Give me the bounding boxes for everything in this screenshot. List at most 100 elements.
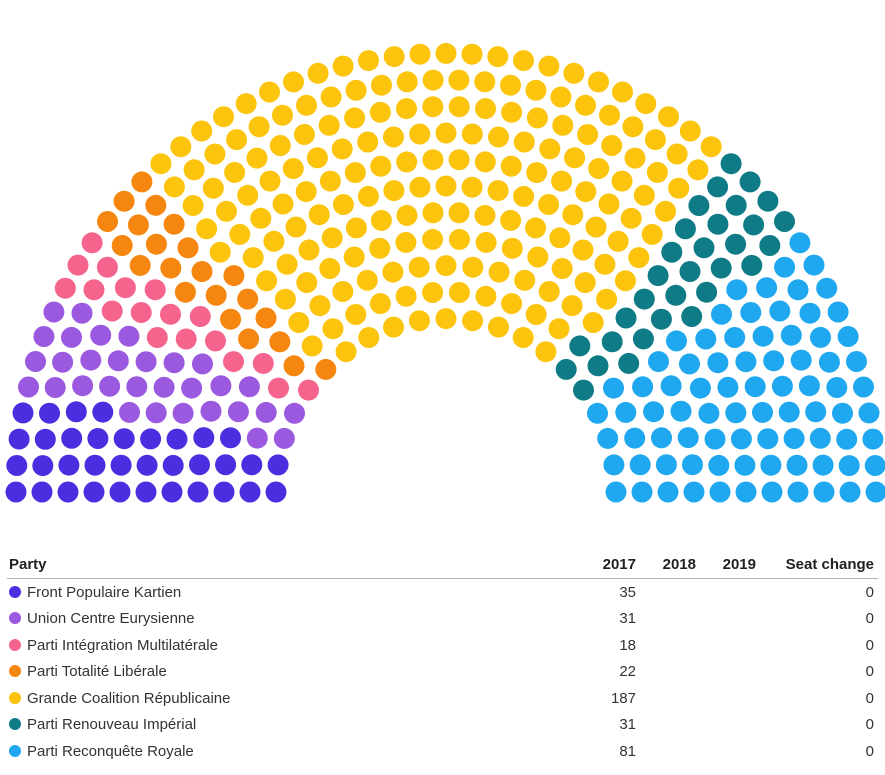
- seat-dot: [246, 147, 268, 169]
- seat-dot: [216, 200, 237, 222]
- seat-dot: [259, 81, 280, 103]
- seat-dot: [119, 401, 140, 423]
- seat-dot: [569, 335, 591, 357]
- seat-dot: [213, 481, 235, 503]
- seat-dot: [202, 177, 224, 199]
- seat-dot: [224, 161, 246, 183]
- seat-dot: [665, 284, 687, 306]
- seats-2017: 31: [619, 610, 636, 628]
- seat-dot: [288, 312, 310, 333]
- seat-dot: [730, 428, 752, 450]
- seat-dot: [114, 277, 136, 299]
- seat-dot: [760, 454, 782, 476]
- seat-dot: [538, 281, 560, 302]
- seat-dot: [787, 279, 809, 301]
- seat-dot: [725, 233, 747, 255]
- seat-dot: [6, 455, 28, 476]
- seat-dot: [827, 301, 849, 323]
- seat-dot: [599, 104, 620, 126]
- seats-2019: [696, 685, 756, 712]
- seat-dot: [780, 324, 802, 346]
- table-row: Front Populaire Kartien 35 0: [7, 579, 878, 606]
- seat-dot: [272, 104, 293, 126]
- seat-dot: [724, 327, 746, 348]
- seat-dot: [700, 136, 722, 158]
- party-cell: Parti Totalité Libérale: [7, 659, 576, 686]
- seat-dot: [864, 455, 885, 476]
- seat-dot: [615, 401, 637, 423]
- table-row: Parti Reconquête Royale 81 0: [7, 738, 878, 765]
- seat-dot: [839, 481, 861, 503]
- seat-dot: [790, 349, 812, 371]
- seat-dot: [488, 126, 509, 148]
- seat-dot: [838, 455, 860, 477]
- seat-dot: [682, 454, 703, 476]
- seat-dot: [220, 308, 242, 330]
- header-2018: 2018: [636, 556, 696, 579]
- seat-dot: [409, 123, 431, 145]
- seat-dot: [268, 377, 289, 399]
- seat-dot: [283, 71, 304, 93]
- seat-change: 0: [865, 636, 874, 654]
- seat-dot: [126, 376, 148, 398]
- seat-dot: [555, 358, 577, 380]
- party-cell: Union Centre Eurysienne: [7, 606, 576, 633]
- seat-dot: [527, 246, 549, 268]
- seat-dot: [226, 129, 248, 151]
- seat-dot: [605, 481, 627, 503]
- seat-dot: [622, 116, 644, 138]
- party-color-dot: [9, 612, 21, 625]
- seat-dot: [130, 302, 152, 323]
- seat-dot: [209, 241, 231, 263]
- seat-dot: [96, 256, 118, 278]
- seat-dot: [624, 147, 646, 169]
- seat-dot: [550, 86, 572, 108]
- seat-dot: [357, 131, 379, 153]
- seat-dot: [756, 277, 778, 299]
- seat-dot: [296, 94, 317, 116]
- seat-dot: [383, 316, 404, 338]
- seat-dot: [227, 401, 249, 423]
- seat-dot: [204, 143, 226, 165]
- seat-dot: [771, 375, 793, 397]
- seat-dot: [513, 131, 535, 153]
- seat-change: 0: [865, 716, 874, 734]
- seat-dot: [255, 401, 277, 423]
- seat-dot: [618, 352, 640, 374]
- seat-dot: [759, 235, 781, 256]
- seat-dot: [382, 261, 404, 283]
- seat-dot: [475, 98, 496, 120]
- seat-dot: [99, 375, 121, 397]
- seat-dot: [564, 147, 586, 169]
- seat-dot: [187, 481, 209, 503]
- seat-dot: [273, 427, 295, 449]
- seat-dot: [487, 46, 509, 68]
- seat-dot: [238, 376, 260, 398]
- seat-dot: [816, 277, 838, 299]
- seat-dot: [612, 81, 633, 103]
- party-color-dot: [9, 718, 21, 731]
- seat-dot: [552, 114, 574, 136]
- seats-2017: 31: [619, 716, 636, 734]
- seat-dot: [707, 213, 729, 235]
- seat-dot: [135, 351, 157, 373]
- seat-dot: [237, 184, 259, 206]
- seats-2017: 35: [619, 583, 636, 601]
- header-2017: 2017: [576, 556, 636, 579]
- seat-dot: [535, 341, 557, 363]
- seat-dot: [54, 277, 76, 299]
- seat-dot: [237, 288, 259, 310]
- seat-dot: [229, 223, 251, 245]
- seat-dot: [396, 98, 417, 120]
- seat-dot: [345, 217, 367, 239]
- party-cell: Parti Intégration Multilatérale: [7, 632, 576, 659]
- seat-dot: [319, 170, 341, 192]
- seat-dot: [597, 427, 619, 449]
- seat-dot: [741, 254, 763, 276]
- seat-dot: [448, 282, 470, 303]
- seat-dot: [83, 279, 105, 301]
- seat-dot: [97, 211, 118, 232]
- seat-dot: [189, 306, 211, 327]
- seat-dot: [448, 69, 470, 91]
- seat-dot: [182, 195, 204, 216]
